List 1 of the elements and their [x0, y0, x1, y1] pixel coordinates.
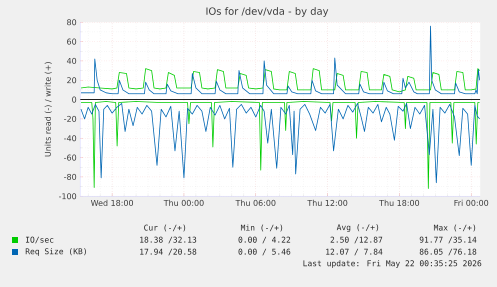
chart-title: IOs for /dev/vda - by day	[206, 7, 328, 17]
